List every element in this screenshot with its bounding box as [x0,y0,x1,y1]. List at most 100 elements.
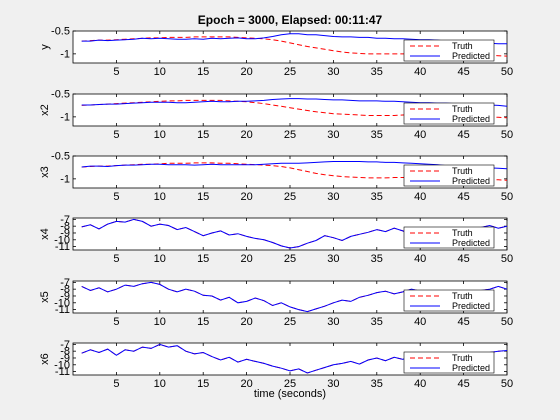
x-tick-label: 10 [154,378,166,390]
legend-label-truth: Truth [452,291,473,301]
y-tick-label: -1 [60,48,70,60]
y-tick-label: -1 [60,173,70,185]
figure-title: Epoch = 3000, Elapsed: 00:11:47 [198,13,383,27]
legend-label-truth: Truth [452,41,473,51]
x-tick-label: 15 [197,253,209,265]
x-tick-label: 40 [414,253,426,265]
subplots: 5 10 15 20 25 30 35 40 45 50-0.5-1y TruthPredicted… [39,26,513,391]
x-tick-label: 5 [113,316,119,328]
y-tick-label: -0.5 [51,89,70,101]
x-tick-label: 20 [240,66,252,78]
x-tick-label: 45 [457,378,469,390]
x-tick-label: 10 [154,191,166,203]
legend-label-predicted: Predicted [452,363,490,373]
x-tick-label: 15 [197,378,209,390]
y-axis-label: x5 [39,291,51,303]
x-tick-label: 25 [284,316,296,328]
x-tick-label: 25 [284,129,296,141]
legend-label-truth: Truth [452,166,473,176]
x-tick-label: 40 [414,129,426,141]
x-tick-label: 5 [113,378,119,390]
y-tick-label: -1 [60,111,70,123]
x-tick-label: 10 [154,129,166,141]
x-tick-label: 15 [197,129,209,141]
x-tick-label: 10 [154,66,166,78]
y-tick-label: -7 [60,339,70,351]
legend-label-predicted: Predicted [452,238,490,248]
x-tick-label: 30 [327,191,339,203]
x-tick-label: 35 [371,378,383,390]
x-tick-label: 20 [240,253,252,265]
x-tick-label: 40 [414,316,426,328]
x-tick-label: 50 [501,378,513,390]
y-tick-label: -9 [60,352,70,364]
x-tick-label: 30 [327,129,339,141]
x-tick-label: 30 [327,253,339,265]
x-tick-label: 30 [327,66,339,78]
x-tick-label: 15 [197,191,209,203]
x-tick-label: 45 [457,191,469,203]
x-tick-label: 45 [457,316,469,328]
legend-label-truth: Truth [452,228,473,238]
x-tick-label: 5 [113,191,119,203]
x-tick-label: 25 [284,378,296,390]
x-tick-label: 20 [240,129,252,141]
x-tick-label: 35 [371,66,383,78]
x-tick-label: 45 [457,66,469,78]
x-tick-label: 35 [371,253,383,265]
y-tick-label: -10 [54,297,70,309]
x-tick-label: 20 [240,378,252,390]
y-axis-label: x6 [39,353,51,365]
y-axis-label: x3 [39,166,51,178]
x-tick-label: 10 [154,316,166,328]
y-tick-label: -10 [54,359,70,371]
x-tick-label: 50 [501,191,513,203]
x-tick-label: 45 [457,253,469,265]
x-tick-label: 25 [284,253,296,265]
x-tick-label: 5 [113,253,119,265]
x-tick-label: 45 [457,129,469,141]
x-tick-label: 40 [414,378,426,390]
x-tick-label: 50 [501,316,513,328]
x-tick-label: 50 [501,253,513,265]
y-tick-label: -8 [60,346,70,358]
x-tick-label: 50 [501,129,513,141]
x-tick-label: 20 [240,191,252,203]
x-tick-label: 25 [284,66,296,78]
subplot-x2: 5 10 15 20 25 30 35 40 45 50 -0.5 -1 x2 TruthPredicte… [39,89,513,142]
x-tick-label: 40 [414,66,426,78]
x-tick-label: 35 [371,129,383,141]
y-axis-label: x2 [39,104,51,116]
y-tick-label: -8 [60,284,70,296]
subplot-x6: 5 10 15 20 25 30 35 40 45 50 -7-8-9-10-11 x6 TruthPr… [39,339,513,390]
legend-label-truth: Truth [452,353,473,363]
x-tick-label: 15 [197,66,209,78]
y-tick-label: -11 [55,366,70,378]
legend-label-predicted: Predicted [452,51,490,61]
x-tick-label: 30 [327,316,339,328]
y-tick-label: -11 [55,304,70,316]
legend-label-predicted: Predicted [452,301,490,311]
legend-label-predicted: Predicted [452,114,490,124]
y-axis-label: x4 [39,228,51,240]
y-tick-label: -10 [54,234,70,246]
x-tick-label: 35 [371,191,383,203]
x-tick-label: 40 [414,191,426,203]
y-tick-label: -9 [60,290,70,302]
y-tick-label: -11 [55,241,70,253]
x-tick-label: 25 [284,191,296,203]
y-tick-label: -7 [60,214,70,226]
subplot-x3: 5 10 15 20 25 30 35 40 45 50 -0.5 -1 x3 TruthPredicte… [39,151,513,204]
y-axis-label: y [39,44,51,50]
x-tick-label: 10 [154,253,166,265]
x-tick-label: 35 [371,316,383,328]
x-tick-label: 5 [113,129,119,141]
